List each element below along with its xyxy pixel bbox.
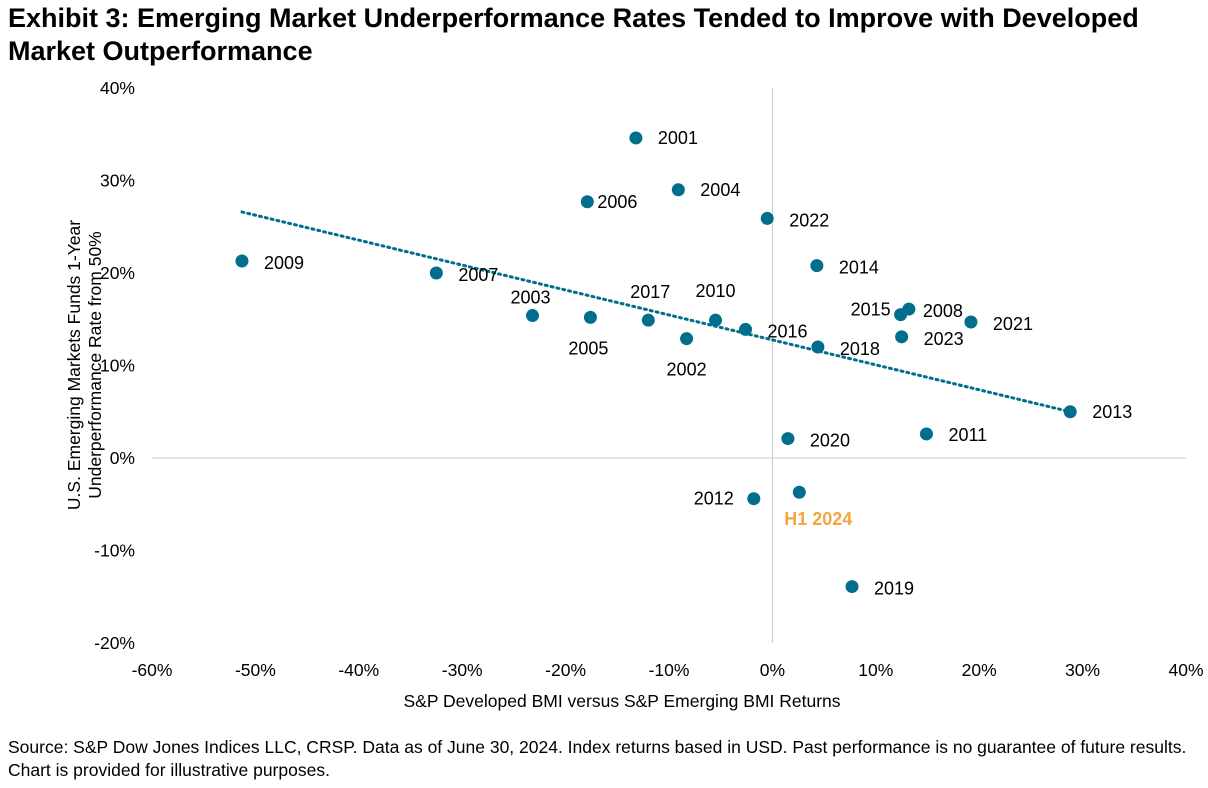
point-label: 2015 [851, 300, 891, 320]
data-point [641, 313, 655, 327]
x-tick-label: -10% [649, 660, 690, 680]
y-tick-label: 40% [100, 78, 135, 98]
y-axis-label: U.S. Emerging Markets Funds 1-YearUnderp… [64, 220, 105, 510]
data-point [845, 580, 859, 594]
point-label: 2022 [789, 210, 829, 230]
data-point [919, 427, 933, 441]
data-point [583, 310, 597, 324]
point-label: 2012 [694, 489, 734, 509]
x-tick-label: 30% [1065, 660, 1100, 680]
y-tick-label: -10% [94, 541, 135, 561]
y-tick-label: 0% [110, 448, 135, 468]
y-tick-label: 30% [100, 171, 135, 191]
data-point [739, 322, 753, 336]
data-point [671, 183, 685, 197]
point-label: 2019 [874, 579, 914, 599]
data-point [811, 340, 825, 354]
point-label: 2006 [597, 192, 637, 212]
point-label: 2011 [948, 425, 987, 445]
x-tick-label: 40% [1168, 660, 1203, 680]
y-tick-label: -20% [94, 633, 135, 653]
chart-title: Exhibit 3: Emerging Market Underperforma… [8, 3, 1139, 66]
data-point [429, 266, 443, 280]
point-label: 2009 [264, 253, 304, 273]
point-label: H1 2024 [784, 509, 852, 529]
point-label: 2005 [568, 338, 608, 358]
data-point [629, 131, 643, 145]
data-point [810, 259, 824, 273]
point-label: 2016 [768, 321, 808, 341]
point-label: 2014 [839, 258, 879, 278]
data-point [895, 330, 909, 344]
data-point [235, 254, 249, 268]
point-label: 2020 [810, 431, 850, 451]
source-note: Source: S&P Dow Jones Indices LLC, CRSP.… [8, 737, 1187, 780]
data-point [1063, 405, 1077, 419]
x-tick-label: 20% [962, 660, 997, 680]
data-point [709, 313, 723, 327]
point-label: 2021 [993, 314, 1033, 334]
point-label: 2018 [840, 339, 880, 359]
data-point [580, 195, 594, 209]
point-label: 2008 [923, 301, 963, 321]
data-point [781, 432, 795, 446]
data-point [747, 492, 761, 506]
point-label: 2023 [924, 329, 964, 349]
point-label: 2001 [658, 128, 698, 148]
point-label: 2004 [700, 180, 740, 200]
point-label: 2003 [510, 288, 550, 308]
y-tick-label: 20% [100, 263, 135, 283]
point-label: 2007 [458, 265, 498, 285]
x-tick-label: -30% [442, 660, 483, 680]
data-point [792, 485, 806, 499]
point-label: 2002 [667, 360, 707, 380]
x-tick-label: -60% [132, 660, 173, 680]
x-tick-label: -20% [545, 660, 586, 680]
y-tick-label: 10% [100, 356, 135, 376]
x-tick-label: -40% [338, 660, 379, 680]
trendline [240, 210, 1072, 414]
data-point [526, 309, 540, 323]
point-label: 2010 [696, 281, 736, 301]
x-tick-label: -50% [235, 660, 276, 680]
data-point [760, 211, 774, 225]
data-point [964, 315, 978, 329]
x-tick-label: 0% [760, 660, 785, 680]
data-point [902, 302, 916, 316]
x-axis-label: S&P Developed BMI versus S&P Emerging BM… [403, 691, 840, 711]
data-point [680, 332, 694, 346]
point-label: 2013 [1092, 402, 1132, 422]
point-label: 2017 [630, 282, 670, 302]
x-tick-label: 10% [858, 660, 893, 680]
